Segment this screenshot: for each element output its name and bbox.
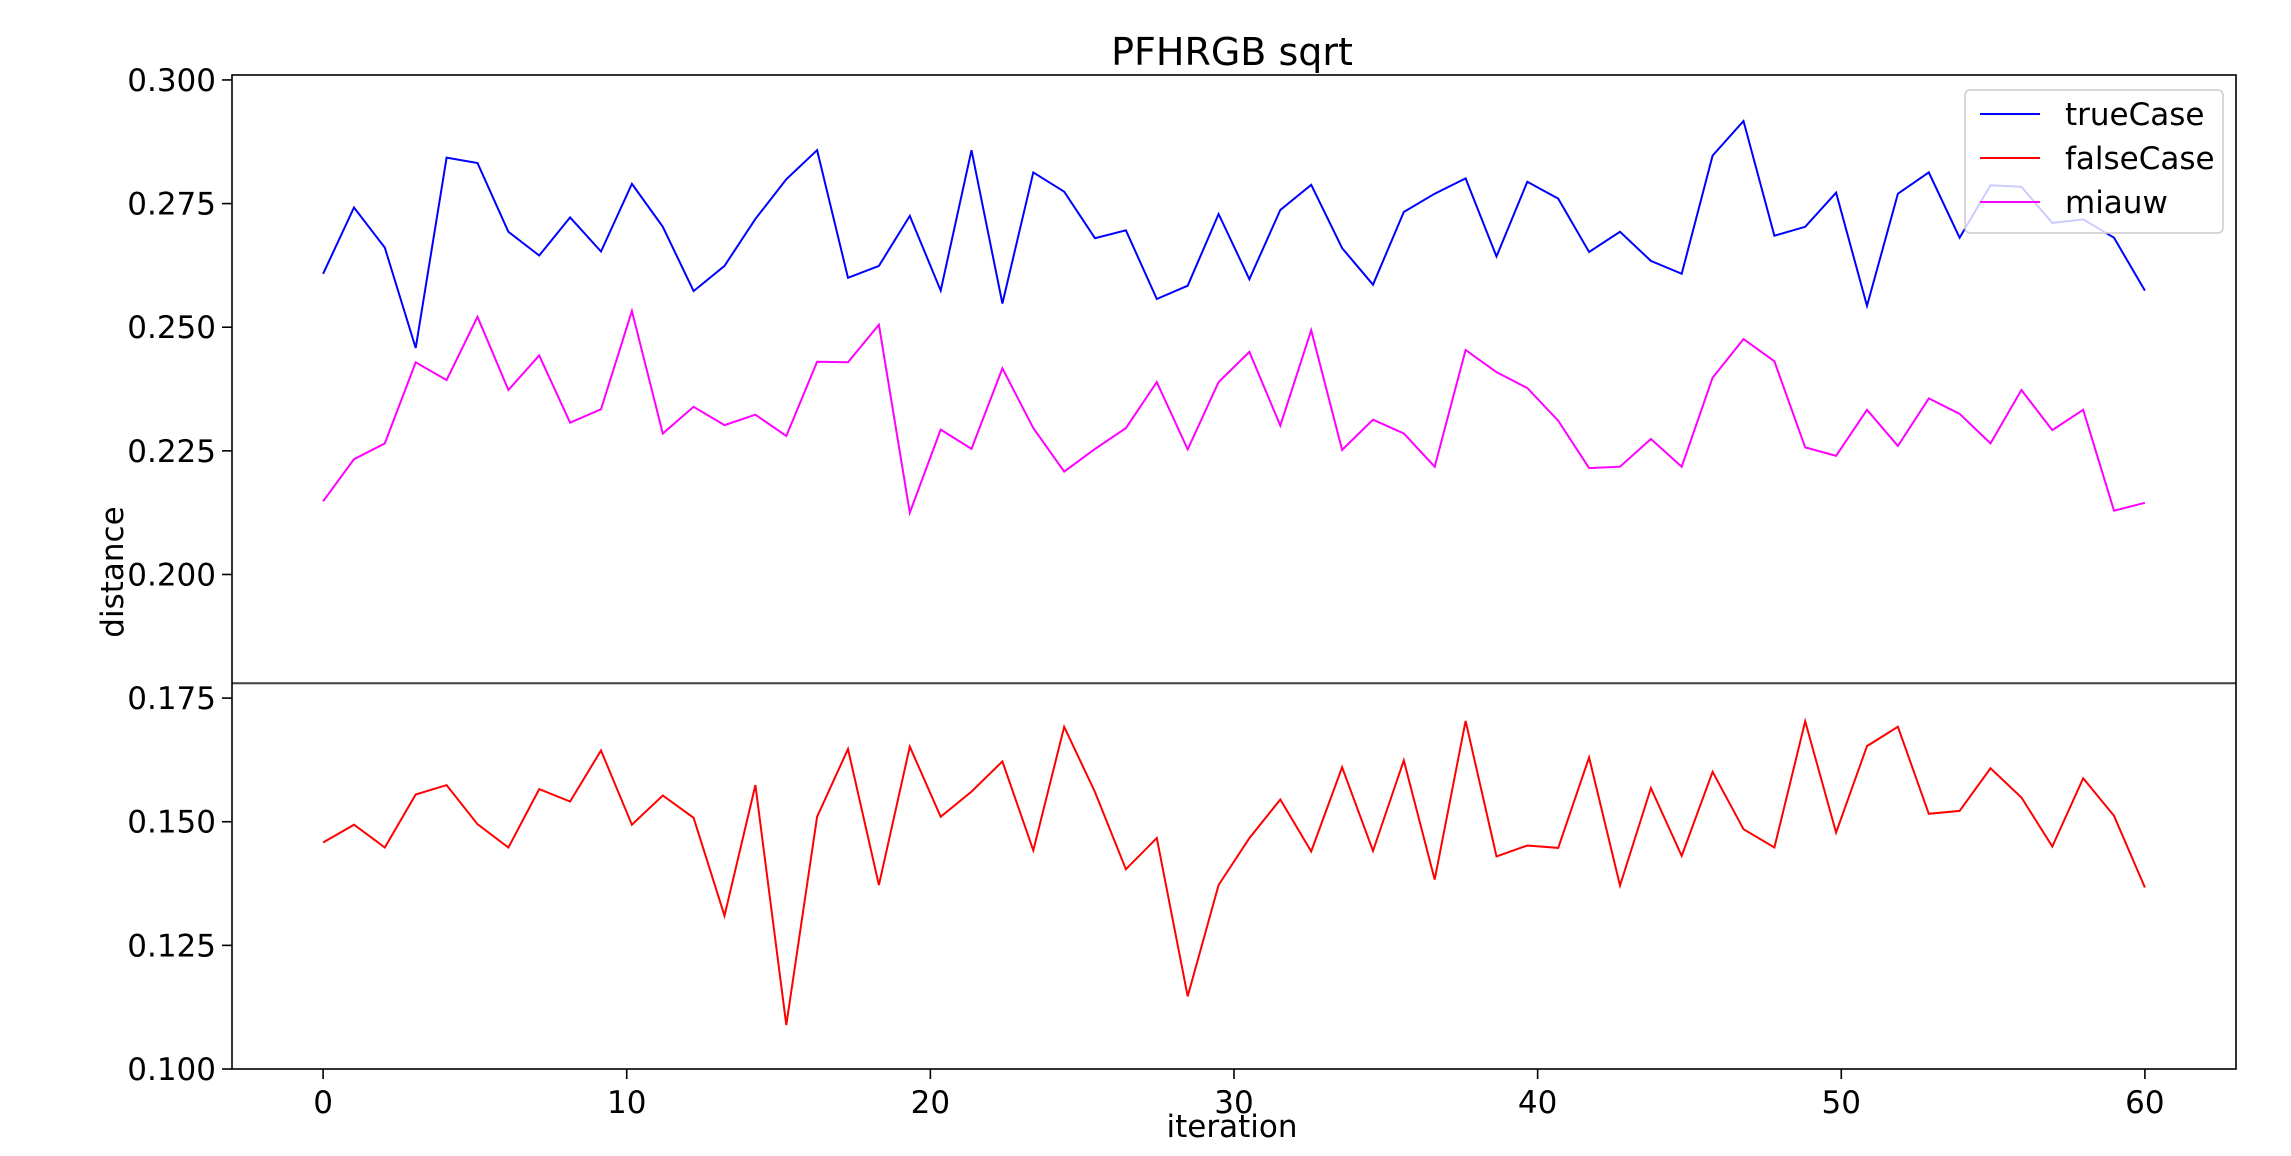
chart-title: PFHRGB sqrt: [1111, 30, 1353, 74]
x-tick-label: 0: [313, 1085, 333, 1121]
y-axis-label: distance: [95, 506, 131, 637]
x-tick-label: 60: [2125, 1085, 2164, 1121]
series-line-falseCase: [322, 717, 2146, 1026]
x-tick-label: 30: [1214, 1085, 1253, 1121]
y-tick-label: 0.150: [127, 805, 216, 841]
x-tick-label: 40: [1518, 1085, 1557, 1121]
y-tick-label: 0.300: [127, 63, 216, 99]
series-line-trueCase: [322, 118, 2146, 349]
y-tick-label: 0.275: [127, 187, 216, 223]
y-tick-label: 0.100: [127, 1052, 216, 1088]
y-tick-label: 0.200: [127, 557, 216, 593]
plot-frame: [231, 74, 2237, 1070]
legend-label-trueCase: trueCase: [2065, 97, 2205, 133]
legend-box: [1964, 89, 2224, 234]
series-line-miauw: [322, 307, 2146, 517]
x-axis-label: iteration: [1167, 1109, 1298, 1145]
x-tick-label: 50: [1822, 1085, 1861, 1121]
y-tick-label: 0.225: [127, 434, 216, 470]
x-tick-label: 20: [911, 1085, 950, 1121]
legend-label-miauw: miauw: [2065, 185, 2168, 221]
y-tick-label: 0.250: [127, 310, 216, 346]
x-tick-label: 10: [607, 1085, 646, 1121]
y-tick-label: 0.175: [127, 681, 216, 717]
legend-label-falseCase: falseCase: [2065, 141, 2215, 177]
y-tick-label: 0.125: [127, 928, 216, 964]
